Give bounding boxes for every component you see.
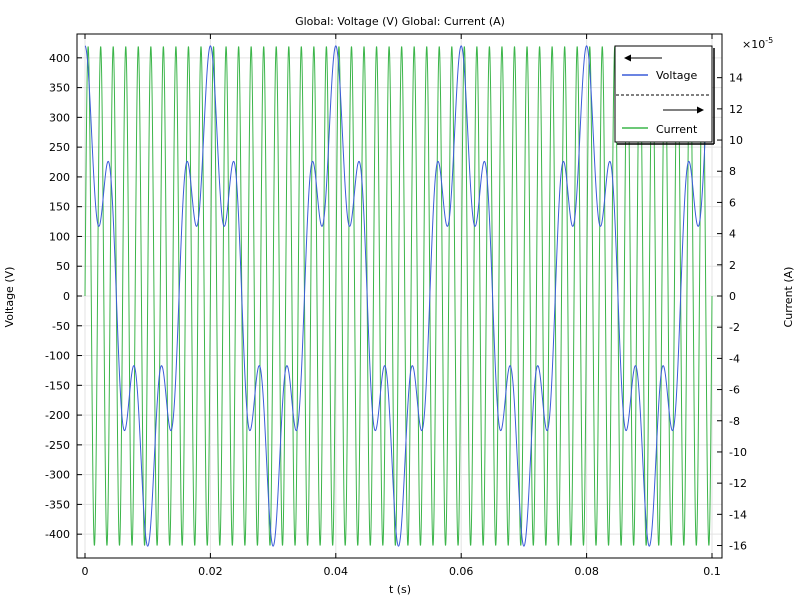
x-tick-label: 0.1 bbox=[703, 565, 721, 578]
y-right-axis-label: Current (A) bbox=[782, 267, 795, 328]
y-left-tick-label: -400 bbox=[45, 528, 70, 541]
y-left-tick-label: -300 bbox=[45, 469, 70, 482]
y-right-tick-label: 2 bbox=[729, 259, 736, 272]
y-left-tick-label: 50 bbox=[56, 260, 70, 273]
legend-voltage-label: Voltage bbox=[656, 69, 697, 82]
x-tick-label: 0.06 bbox=[449, 565, 474, 578]
plot-clip-group bbox=[84, 45, 713, 547]
y-right-tick-label: 12 bbox=[729, 103, 743, 116]
y-right-tick-label: -14 bbox=[729, 508, 747, 521]
y-right-tick-label: -2 bbox=[729, 321, 740, 334]
legend: Voltage Current bbox=[614, 45, 715, 145]
y-left-axis-ticks: 400 350 300 250 200 150 100 50 0 -50 -100 -150 -200 -… bbox=[45, 52, 82, 541]
y-left-tick-label: 250 bbox=[49, 141, 70, 154]
y-right-tick-label: 14 bbox=[729, 72, 743, 85]
x-tick-label: 0.04 bbox=[324, 565, 349, 578]
y-right-tick-label: 6 bbox=[729, 196, 736, 209]
legend-right-axis-arrow-icon bbox=[663, 106, 704, 114]
y-right-tick-label: 0 bbox=[729, 290, 736, 303]
y-left-tick-label: 200 bbox=[49, 171, 70, 184]
y-left-tick-label: 350 bbox=[49, 82, 70, 95]
y-left-tick-label: -150 bbox=[45, 379, 70, 392]
y-right-tick-label: -10 bbox=[729, 446, 747, 459]
x-tick-label: 0.02 bbox=[198, 565, 223, 578]
chart-title: Global: Voltage (V) Global: Current (A) bbox=[295, 15, 505, 28]
y-left-tick-label: -250 bbox=[45, 439, 70, 452]
y-left-axis-label: Voltage (V) bbox=[3, 267, 16, 328]
y-right-tick-label: -16 bbox=[729, 540, 747, 553]
y-left-tick-label: 400 bbox=[49, 52, 70, 65]
voltage-series-line bbox=[84, 45, 713, 547]
legend-current-label: Current bbox=[656, 123, 698, 136]
legend-box bbox=[614, 45, 713, 143]
y-right-axis-ticks: 14 12 10 8 6 4 2 0 -2 -4 -6 -8 -10 -12 -14 -16 bbox=[717, 72, 747, 553]
legend-left-axis-arrow-icon bbox=[624, 54, 662, 62]
current-series-line bbox=[84, 46, 713, 546]
x-tick-label: 0 bbox=[82, 565, 89, 578]
y-left-tick-label: -100 bbox=[45, 350, 70, 363]
y-right-tick-label: 10 bbox=[729, 134, 743, 147]
y-right-tick-label: -4 bbox=[729, 352, 740, 365]
y-right-tick-label: -12 bbox=[729, 477, 747, 490]
y-left-tick-label: -200 bbox=[45, 409, 70, 422]
y-left-tick-label: 150 bbox=[49, 201, 70, 214]
y-left-tick-label: -350 bbox=[45, 498, 70, 511]
x-axis-label: t (s) bbox=[389, 583, 411, 596]
y-right-tick-label: -6 bbox=[729, 384, 740, 397]
right-axis-exponent: ×10-5 bbox=[742, 36, 773, 51]
y-right-tick-label: 4 bbox=[729, 228, 736, 241]
y-left-tick-label: 300 bbox=[49, 111, 70, 124]
y-left-tick-label: 0 bbox=[63, 290, 70, 303]
x-tick-label: 0.08 bbox=[574, 565, 599, 578]
y-left-tick-label: 100 bbox=[49, 230, 70, 243]
x-axis-ticks: 0 0.02 0.04 0.06 0.08 0.1 bbox=[82, 34, 721, 578]
y-left-tick-label: -50 bbox=[52, 320, 70, 333]
y-right-tick-label: 8 bbox=[729, 165, 736, 178]
y-right-tick-label: -8 bbox=[729, 415, 740, 428]
